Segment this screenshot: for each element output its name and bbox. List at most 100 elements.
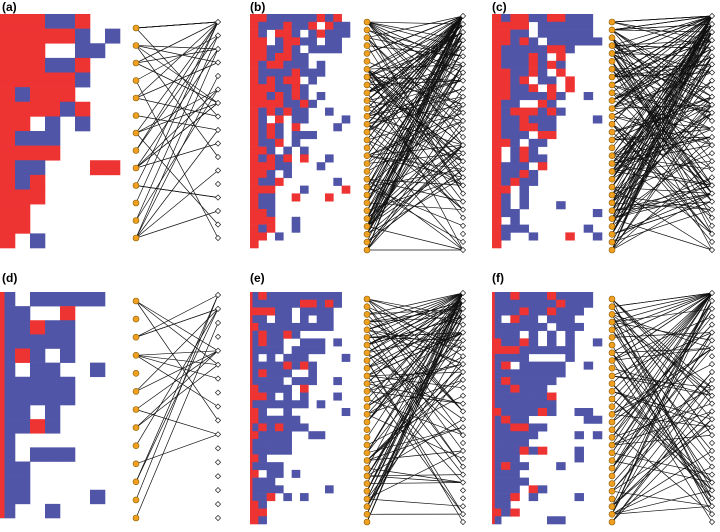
network-edge [366,15,464,70]
upper-node [708,305,716,312]
network-edge [366,300,464,361]
lower-node [132,59,140,67]
matrix-cell [0,233,16,249]
matrix-cell [258,107,267,116]
matrix-cell [583,408,594,417]
matrix-cell [300,493,309,502]
matrix-cell [275,131,284,140]
matrix-cell [30,189,46,205]
matrix-cell [501,338,511,347]
matrix-cell [250,493,259,502]
matrix-cell [492,330,502,339]
matrix-cell [492,338,502,347]
matrix-cell [30,362,46,378]
matrix-cell [308,37,317,46]
upper-node [459,37,467,44]
lower-node [608,418,616,426]
matrix-cell [300,68,309,77]
matrix-cell [250,53,259,62]
network-edge [366,300,464,523]
matrix-cell [90,160,106,176]
network-edge [135,21,219,204]
matrix-cell [275,462,284,471]
upper-node [708,384,716,391]
matrix-cell [316,45,326,54]
matrix-cell [266,462,276,471]
matrix-cell [519,131,529,140]
matrix-cell [519,400,529,409]
matrix-cell [45,503,61,519]
matrix-cell [333,29,342,38]
upper-node [708,174,716,181]
network-edge [366,426,464,461]
matrix-cell [547,408,557,417]
matrix-cell [275,485,284,494]
matrix-cell [308,361,317,370]
upper-node [459,305,467,312]
matrix-cell [275,377,284,386]
matrix-cell [283,170,292,179]
matrix-cell [510,322,520,331]
network-edge [611,112,713,204]
matrix-cell [510,415,520,424]
matrix-cell [556,92,566,101]
matrix-cell [0,43,16,59]
network-edge [611,292,713,354]
matrix-cell [250,500,259,509]
lower-node [608,410,616,418]
lower-node [608,341,616,349]
matrix-cell [291,123,301,132]
lower-node [363,73,371,81]
matrix-cell [291,377,301,386]
matrix-cell [258,138,267,147]
matrix-cell [583,361,594,370]
matrix-cell [90,489,106,505]
edges-e [366,292,464,523]
matrix-cell [266,384,276,393]
matrix-cell [501,330,511,339]
matrix-cell [492,377,502,386]
matrix-cell [266,392,276,401]
network-edge [611,316,713,361]
matrix-cell [266,438,276,447]
matrix-cell [547,330,557,339]
network-edge [366,306,464,412]
matrix-cell [574,292,584,301]
matrix-cell [258,170,267,179]
network-edge [366,155,464,178]
matrix-cell [45,14,61,29]
upper-node [708,392,716,399]
matrix-cell [300,384,309,393]
matrix-cell [258,438,267,447]
matrix-cell [501,469,511,478]
matrix-cell [492,37,502,46]
matrix-cell [316,162,326,171]
upper-node [708,408,716,415]
lower-node [363,387,371,395]
lower-node [363,223,371,230]
matrix-cell [501,384,511,393]
network-edge [135,35,219,221]
network-edge [135,21,219,186]
upper-node [459,313,467,320]
lower-node [363,295,371,303]
network-edge [366,292,464,438]
lower-node [363,326,371,334]
matrix-cell [45,57,61,73]
matrix-cell [510,84,520,93]
matrix-cell [291,216,301,225]
matrix-cell [250,21,259,30]
matrix-cell [250,423,259,432]
matrix-cell [15,116,31,132]
lower-node [363,510,371,518]
network-edge [366,356,464,507]
lower-node [132,129,140,137]
matrix-cell [250,330,259,339]
matrix-cell [492,361,502,370]
matrix-cell [537,60,548,69]
network-edge [366,308,464,492]
matrix-cell [0,116,16,132]
matrix-cell [547,369,557,378]
matrix-cell [45,419,61,434]
matrix-cell [300,346,309,355]
